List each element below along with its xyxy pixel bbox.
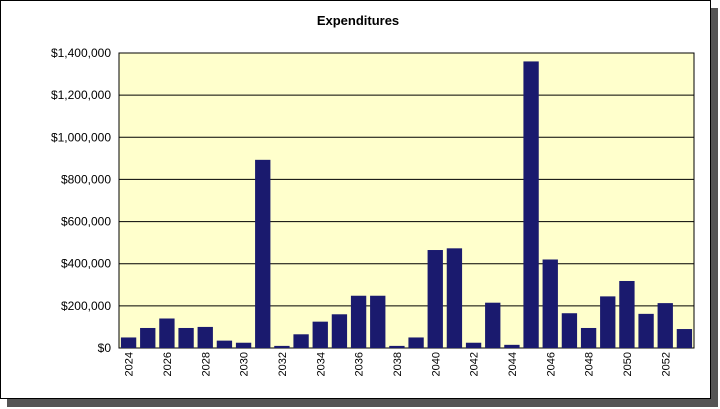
bar-2024 (120, 337, 137, 348)
bar-2043 (485, 302, 501, 348)
y-tick-label: $600,000 (61, 215, 111, 229)
x-tick-label: 2038 (392, 352, 404, 376)
bars (120, 61, 693, 349)
x-tick-label: 2028 (200, 352, 212, 376)
bar-2040 (427, 250, 443, 348)
plot-area (118, 52, 695, 349)
x-tick-label: 2040 (430, 352, 442, 376)
x-tick-label: 2048 (584, 352, 596, 376)
y-tick-label: $200,000 (61, 299, 111, 313)
bar-2027 (178, 327, 194, 348)
bar-2025 (140, 327, 156, 348)
bar-2037 (370, 295, 386, 348)
y-tick-label: $400,000 (61, 257, 111, 271)
x-tick-label: 2044 (507, 352, 519, 376)
bar-2030 (235, 342, 252, 348)
x-tick-label: 2034 (315, 352, 327, 376)
x-tick-label: 2036 (354, 352, 366, 376)
chart-title: Expenditures (317, 13, 399, 28)
bar-2028 (197, 326, 213, 348)
bar-2038 (389, 345, 405, 348)
y-tick-label: $1,200,000 (51, 88, 111, 102)
bar-2048 (580, 327, 597, 348)
bar-2035 (331, 314, 348, 348)
x-tick-label: 2042 (469, 352, 481, 376)
bar-2032 (274, 345, 290, 348)
chart-frame: Expenditures $0 $200,000 $400,000 $600,000 $… (0, 0, 711, 399)
bar-2039 (408, 337, 424, 348)
x-tick-label: 2026 (162, 352, 174, 376)
gridlines (119, 94, 694, 307)
y-tick-label: $800,000 (61, 172, 111, 186)
x-tick-label: 2046 (545, 352, 557, 376)
x-tick-label: 2030 (239, 352, 251, 376)
bar-2026 (159, 318, 175, 348)
bar-2036 (350, 295, 367, 348)
x-tick-label: 2024 (124, 352, 136, 376)
bar-2033 (293, 334, 309, 348)
bar-2041 (446, 248, 463, 348)
bar-2047 (561, 313, 578, 348)
x-tick-label: 2052 (660, 352, 672, 376)
bar-2053 (676, 329, 693, 348)
y-tick-label: $0 (98, 341, 112, 355)
bar-2045 (523, 61, 539, 349)
expenditures-chart: Expenditures $0$200,000$400,000$600,000$… (51, 13, 695, 376)
y-axis: $0 $200,000 $400,000 $600,000 $800,000 $1,000… (51, 46, 111, 355)
x-tick-label: 2032 (277, 352, 289, 376)
bar-2029 (216, 340, 233, 349)
bar-2046 (542, 259, 558, 348)
x-tick-label: 2050 (622, 352, 634, 376)
x-axis: 2024 2026 2028 2030 2032 2034 2036 2038 2040 2042… (124, 352, 673, 376)
y-tick-label: $1,400,000 (51, 46, 111, 60)
bar-2042 (465, 342, 482, 348)
bar-2034 (312, 321, 328, 348)
bar-2051 (638, 313, 654, 348)
bar-2052 (657, 303, 673, 348)
y-tick-label: $1,000,000 (51, 130, 111, 144)
bar-2050 (619, 280, 635, 348)
bar-2044 (504, 344, 520, 348)
bar-2049 (600, 296, 616, 349)
bar-2031 (255, 159, 271, 348)
